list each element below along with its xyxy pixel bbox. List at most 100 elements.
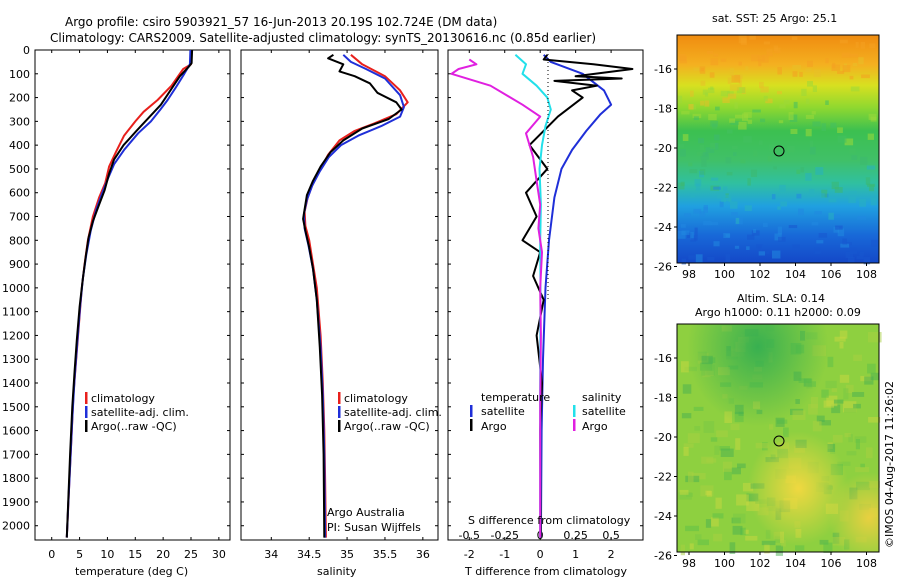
sst-speckle [800, 167, 805, 173]
difference-profile-lines [450, 54, 634, 538]
sst-speckle [767, 156, 772, 162]
sst-speckle [870, 197, 877, 206]
sst-speckle [799, 71, 803, 77]
x-tick-label: 34.5 [297, 548, 322, 561]
sst-speckle [812, 85, 817, 92]
sst-speckle [694, 227, 698, 236]
sst-speckle [833, 214, 841, 219]
map-y-tick-label: -24 [654, 510, 672, 523]
sst-speckle [727, 93, 737, 99]
sst-speckle [738, 79, 742, 88]
sst-speckle [865, 177, 871, 185]
map-x-tick-label: 108 [856, 557, 877, 570]
y-tick-label: 900 [9, 258, 30, 271]
sst-speckle [681, 111, 690, 115]
y-tick-label: 100 [9, 68, 30, 81]
sst-speckle [833, 226, 839, 233]
sst-speckle [844, 138, 854, 146]
sst-speckle [728, 194, 732, 202]
sst-speckle [771, 194, 776, 200]
map-y-tick-label: -26 [654, 261, 672, 274]
sst-speckle [809, 146, 816, 155]
sst-speckle [690, 231, 694, 240]
sst-speckle [848, 196, 856, 203]
sst-speckle [777, 226, 782, 235]
s-tick-label: -0.25 [490, 529, 518, 542]
sst-speckle [699, 169, 706, 175]
sst-speckle [837, 70, 845, 74]
sst-speckle [859, 251, 864, 256]
sst-map [676, 34, 880, 265]
sst-speckle [861, 74, 870, 79]
series-satellite-adj-clim- [65, 50, 192, 538]
sst-speckle [858, 57, 864, 65]
sst-speckle [693, 67, 702, 71]
sst-speckle [753, 228, 757, 233]
sst-speckle [735, 217, 740, 224]
series-climatology [65, 50, 192, 538]
sst-speckle [720, 58, 727, 62]
sst-speckle [684, 213, 691, 217]
sst-speckle [722, 97, 730, 103]
sst-speckle [681, 230, 690, 235]
sst-speckle [790, 128, 798, 134]
sst-speckle [726, 171, 733, 176]
y-tick-label: 1300 [2, 353, 30, 366]
map-x-tick-label: 98 [682, 557, 696, 570]
sst-speckle [734, 245, 740, 249]
sst-texture [677, 35, 878, 265]
argo-float-marker [773, 145, 785, 157]
legend-sal-argo: Argo [582, 420, 608, 433]
sst-speckle [703, 221, 712, 226]
y-tick-label: 1900 [2, 496, 30, 509]
y-tick-label: 1100 [2, 306, 30, 319]
y-tick-label: 1400 [2, 377, 30, 390]
sst-speckle [792, 65, 802, 70]
map-y-tick-label: -16 [654, 352, 672, 365]
sst-speckle [867, 183, 876, 187]
sst-speckle [760, 118, 766, 123]
sst-speckle [809, 140, 814, 148]
sst-speckle [710, 120, 719, 127]
y-tick-label: 1700 [2, 448, 30, 461]
sst-speckle [851, 155, 858, 161]
y-tick-label: 700 [9, 211, 30, 224]
sst-speckle [796, 193, 802, 199]
sst-speckle [783, 99, 790, 105]
sst-speckle [805, 128, 812, 137]
legend-salinity-header: salinity [582, 391, 622, 404]
sst-map-title: sat. SST: 25 Argo: 25.1 [712, 12, 837, 25]
s-tick-label: 0.5 [602, 529, 620, 542]
y-tick-label: 300 [9, 115, 30, 128]
sst-speckle [731, 145, 738, 149]
sst-speckle [731, 74, 741, 83]
series-climatology [303, 54, 409, 538]
legend-swatch-climatology [338, 392, 341, 404]
y-tick-label: 200 [9, 92, 30, 105]
sst-speckle [707, 50, 714, 54]
sst-speckle [725, 254, 730, 262]
x-tick-label: 0 [537, 548, 544, 561]
sst-speckle [837, 228, 845, 237]
sst-speckle [828, 198, 837, 203]
sst-speckle [856, 256, 864, 260]
sst-speckle [769, 144, 778, 152]
sst-speckle [702, 152, 708, 157]
sst-speckle [811, 111, 816, 115]
sst-speckle [850, 247, 858, 255]
sst-speckle [813, 69, 821, 77]
s-difference-label: S difference from climatology [468, 514, 631, 527]
sst-speckle [744, 205, 752, 212]
sst-speckle [677, 144, 685, 148]
sst-speckle [757, 55, 765, 62]
series-argo-raw-qc- [65, 50, 194, 538]
map-y-tick-label: -26 [654, 550, 672, 563]
sst-speckle [839, 39, 848, 44]
legend-climatology: climatology [344, 392, 408, 405]
sst-speckle [788, 225, 798, 229]
sst-speckle [694, 179, 702, 187]
sst-speckle [765, 98, 773, 104]
sst-speckle [849, 53, 859, 58]
y-tick-label: 1000 [2, 282, 30, 295]
sst-speckle [747, 234, 755, 240]
